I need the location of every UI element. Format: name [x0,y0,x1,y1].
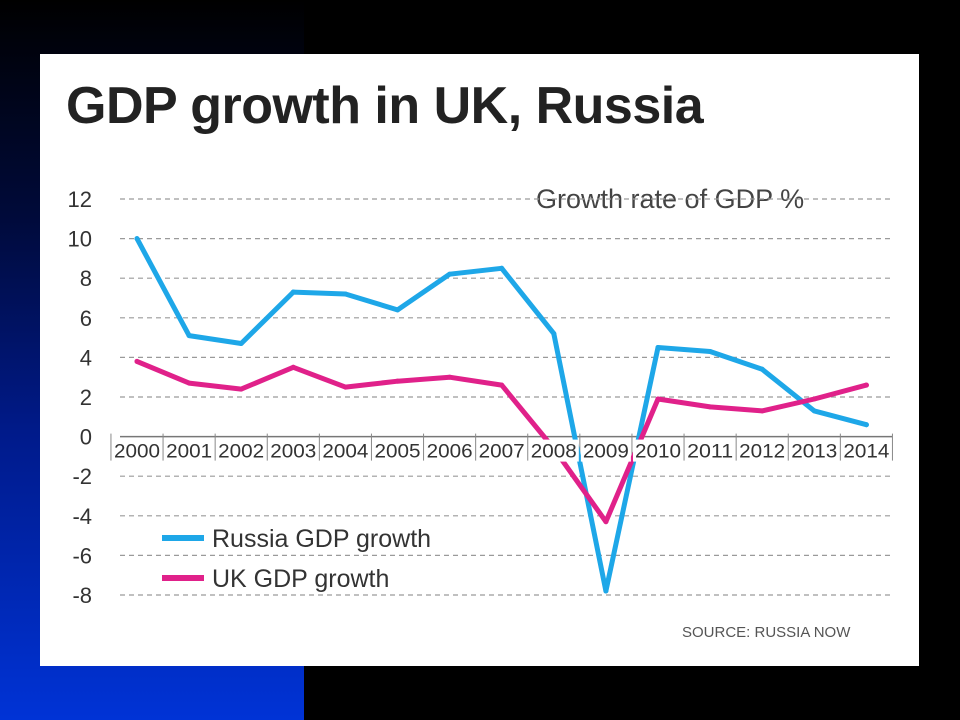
data-point [238,341,244,347]
x-tick-label-background [268,439,319,462]
x-tick-label: 2009 [583,442,629,463]
x-tick-label-background [685,439,736,462]
x-tick-label-background [424,439,475,462]
chart-title: GDP growth in UK, Russia [66,77,704,135]
x-tick-label-background [633,439,683,462]
x-tick-label-background [372,439,423,462]
x-tick-label: 2002 [218,442,264,463]
data-point [342,291,348,297]
x-tick-label: 2000 [114,442,160,463]
x-tick-label-background [320,439,371,462]
data-point [655,345,661,350]
x-tick-label-background [789,439,840,462]
data-point [447,374,453,380]
data-point [811,396,817,402]
y-tick-label: -4 [72,504,92,529]
x-tick-label: 2004 [322,442,368,463]
data-point [707,404,713,410]
y-tick-label: 10 [68,227,92,252]
data-point [863,382,869,388]
data-point [290,289,296,295]
y-tick-label: 6 [80,306,92,331]
data-point [499,265,505,271]
x-tick-label-background [580,439,631,462]
legend-label: UK GDP growth [212,565,389,593]
x-tick-label-background [112,439,162,462]
data-point [655,396,661,402]
legend-label: Russia GDP growth [212,525,431,553]
data-point [186,380,192,386]
data-point [603,588,609,594]
x-tick-label: 2003 [270,442,316,463]
x-tick-label: 2013 [791,442,837,463]
data-point [603,519,609,525]
x-tick-label: 2010 [635,442,681,463]
data-point [447,271,453,277]
chart-card: GDP growth in UK, Russia Growth rate of … [40,54,919,666]
y-tick-label: 8 [80,266,92,291]
data-point [238,386,244,392]
x-tick-label-background [476,439,527,462]
chart-source: SOURCE: RUSSIA NOW [682,624,851,641]
data-point [707,348,713,354]
data-point [395,378,400,384]
data-point [186,333,192,339]
x-tick-label-background [164,439,215,462]
data-point [134,236,140,242]
x-tick-label-background [737,439,788,462]
x-tick-label-background [528,439,579,462]
x-tick-label-background [841,439,892,462]
data-point [759,366,765,372]
data-point [499,382,505,388]
y-tick-label: 0 [80,425,92,450]
data-point [811,408,817,414]
line-chart: 12 10 8 6 4 2 0 -2 -4 -6 -8 2000 2001 2002 2003 2004 200… [68,187,893,608]
x-tick-label: 2012 [739,442,785,463]
data-point [551,331,557,337]
x-tick-label: 2007 [479,442,525,463]
data-point [290,364,296,370]
y-tick-label: 4 [80,345,92,370]
y-tick-label: -2 [72,464,92,489]
x-tick-label: 2001 [166,442,212,463]
data-point [342,384,348,390]
data-point [134,358,140,364]
x-tick-label: 2014 [843,442,889,463]
y-tick-label: 2 [80,385,92,410]
data-point [395,307,400,313]
y-tick-label: -6 [72,543,92,568]
data-point [863,422,869,428]
data-point [759,408,765,414]
y-tick-label: 12 [68,187,92,212]
x-tick-label: 2006 [427,442,473,463]
y-tick-label: -8 [72,583,92,608]
x-tick-label: 2008 [531,442,577,463]
x-tick-label: 2005 [375,442,421,463]
x-tick-label: 2011 [687,442,733,463]
x-tick-label-background [216,439,267,462]
